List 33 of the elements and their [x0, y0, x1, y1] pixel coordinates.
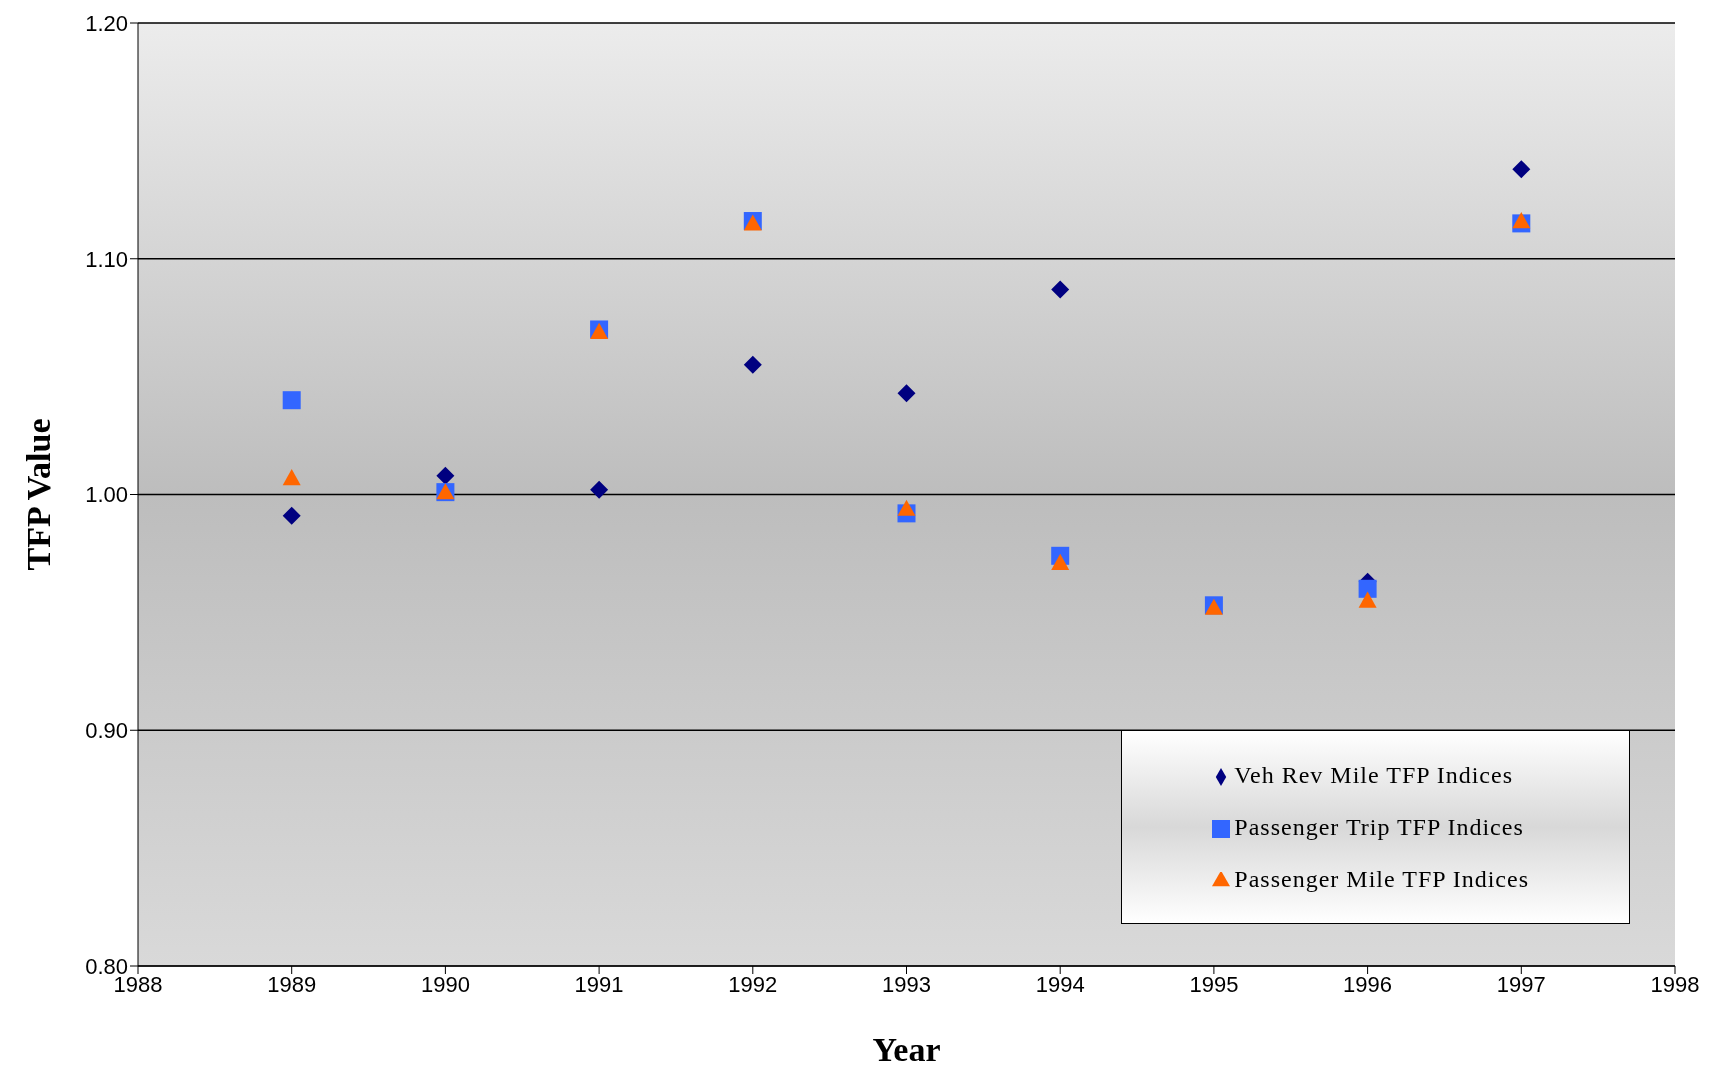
legend-label: Passenger Trip TFP Indices: [1234, 814, 1524, 840]
x-tick-label: 1989: [267, 971, 317, 997]
x-tick-label: 1997: [1496, 971, 1546, 997]
y-tick-label: 0.90: [85, 718, 128, 744]
x-axis-title: Year: [872, 1031, 941, 1068]
x-tick-label: 1998: [1650, 971, 1700, 997]
point: [1358, 591, 1377, 608]
y-axis-title: TFP Value: [20, 418, 58, 571]
x-tick-label: 1990: [420, 971, 470, 997]
point: [743, 355, 762, 374]
point: [436, 466, 455, 485]
point: [1051, 553, 1070, 571]
y-tick-label: 1.10: [85, 246, 128, 272]
point: [1358, 579, 1377, 598]
point: [590, 480, 609, 499]
point: [1512, 160, 1531, 179]
point: [282, 469, 301, 486]
point: [897, 499, 916, 516]
x-tick-label: 1996: [1343, 971, 1393, 997]
point: [282, 391, 301, 410]
point: [1512, 212, 1531, 229]
legend-label: Veh Rev Mile TFP Indices: [1234, 762, 1514, 788]
x-tick-label: 1995: [1189, 971, 1239, 997]
x-tick-label: 1991: [574, 971, 624, 997]
x-tick-label: 1993: [882, 971, 931, 997]
y-tick-label: 1.20: [85, 10, 128, 36]
y-tick-label: 1.00: [85, 482, 128, 508]
point: [282, 506, 301, 525]
point: [1051, 280, 1070, 299]
point: [897, 384, 916, 403]
legend-label: Passenger Mile TFP Indices: [1234, 866, 1529, 892]
x-tick-label: 1994: [1035, 971, 1085, 997]
x-tick-label: 1992: [728, 971, 778, 997]
